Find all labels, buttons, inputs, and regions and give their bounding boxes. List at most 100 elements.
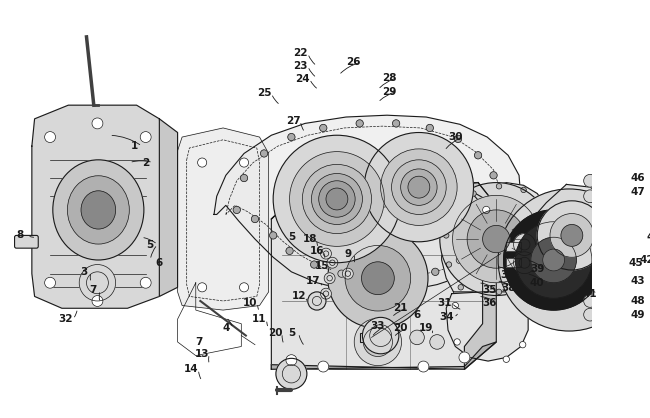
Circle shape	[426, 124, 434, 132]
Circle shape	[324, 273, 335, 284]
Circle shape	[240, 174, 248, 182]
Bar	[359, 333, 385, 342]
Circle shape	[543, 253, 549, 258]
Bar	[506, 258, 521, 267]
Polygon shape	[446, 292, 528, 361]
Circle shape	[328, 228, 428, 328]
Text: 21: 21	[393, 303, 408, 313]
Text: 31: 31	[437, 298, 452, 308]
Circle shape	[543, 249, 565, 271]
Circle shape	[400, 169, 437, 205]
Circle shape	[370, 274, 377, 281]
Text: 38: 38	[501, 283, 515, 293]
Polygon shape	[32, 105, 162, 308]
Text: 33: 33	[370, 321, 385, 331]
Text: 5: 5	[288, 328, 295, 338]
Text: 23: 23	[293, 61, 307, 71]
Text: 39: 39	[530, 264, 545, 274]
Text: 17: 17	[306, 276, 320, 286]
Bar	[506, 242, 521, 251]
Circle shape	[270, 232, 277, 239]
Text: 14: 14	[184, 364, 198, 374]
Circle shape	[474, 152, 482, 159]
Polygon shape	[214, 115, 521, 292]
Circle shape	[515, 285, 520, 291]
Circle shape	[550, 214, 593, 257]
Text: 36: 36	[483, 298, 497, 308]
Circle shape	[493, 197, 501, 204]
Circle shape	[45, 132, 55, 143]
Text: 11: 11	[252, 314, 266, 324]
Text: 1: 1	[131, 141, 138, 151]
Circle shape	[198, 158, 207, 167]
Text: 12: 12	[291, 291, 306, 301]
Circle shape	[531, 237, 577, 283]
Circle shape	[497, 289, 502, 295]
Text: 43: 43	[630, 276, 645, 286]
Circle shape	[286, 355, 297, 366]
Text: 44: 44	[647, 232, 650, 242]
Text: 16: 16	[309, 246, 324, 256]
Circle shape	[514, 252, 536, 274]
Circle shape	[521, 187, 526, 193]
Text: 20: 20	[393, 323, 408, 333]
Circle shape	[504, 210, 604, 310]
Circle shape	[584, 308, 597, 321]
Text: 42: 42	[639, 255, 650, 265]
Circle shape	[302, 164, 372, 234]
Circle shape	[233, 206, 240, 214]
Circle shape	[410, 330, 424, 345]
Circle shape	[273, 135, 400, 263]
Circle shape	[459, 352, 470, 363]
Text: 37: 37	[500, 270, 515, 280]
Circle shape	[474, 241, 482, 248]
Polygon shape	[271, 342, 497, 369]
Circle shape	[584, 295, 597, 307]
Circle shape	[408, 176, 430, 198]
Text: 34: 34	[439, 312, 454, 322]
Circle shape	[519, 342, 526, 348]
Circle shape	[443, 233, 449, 238]
Bar	[612, 217, 625, 263]
Text: 45: 45	[629, 258, 643, 268]
FancyBboxPatch shape	[14, 235, 38, 248]
Text: 8: 8	[16, 230, 23, 240]
Circle shape	[320, 124, 327, 132]
Circle shape	[261, 150, 268, 157]
Circle shape	[456, 256, 463, 264]
Text: 6: 6	[413, 310, 421, 320]
Circle shape	[311, 173, 363, 224]
Circle shape	[381, 149, 457, 225]
Circle shape	[458, 285, 463, 290]
Polygon shape	[441, 183, 551, 292]
Circle shape	[490, 172, 497, 179]
Circle shape	[482, 206, 490, 214]
Text: 24: 24	[295, 74, 309, 84]
Circle shape	[45, 277, 55, 288]
Circle shape	[497, 184, 502, 189]
Bar	[359, 333, 385, 342]
Circle shape	[498, 189, 640, 331]
Circle shape	[471, 191, 476, 196]
Circle shape	[289, 152, 384, 246]
Circle shape	[402, 274, 409, 281]
Text: 29: 29	[383, 87, 397, 97]
Circle shape	[519, 305, 526, 311]
Text: 27: 27	[286, 116, 300, 126]
Circle shape	[338, 270, 345, 277]
Polygon shape	[271, 183, 497, 219]
Circle shape	[311, 261, 318, 268]
Text: 2: 2	[142, 158, 150, 168]
Text: 49: 49	[630, 310, 645, 320]
Circle shape	[364, 133, 473, 242]
Text: 7: 7	[89, 285, 97, 295]
Circle shape	[452, 195, 540, 283]
Polygon shape	[464, 183, 497, 369]
Ellipse shape	[81, 191, 116, 229]
Circle shape	[538, 203, 543, 208]
Text: 7: 7	[195, 337, 202, 347]
Circle shape	[446, 262, 452, 267]
Polygon shape	[271, 183, 497, 369]
Circle shape	[488, 220, 495, 227]
Circle shape	[198, 283, 207, 292]
